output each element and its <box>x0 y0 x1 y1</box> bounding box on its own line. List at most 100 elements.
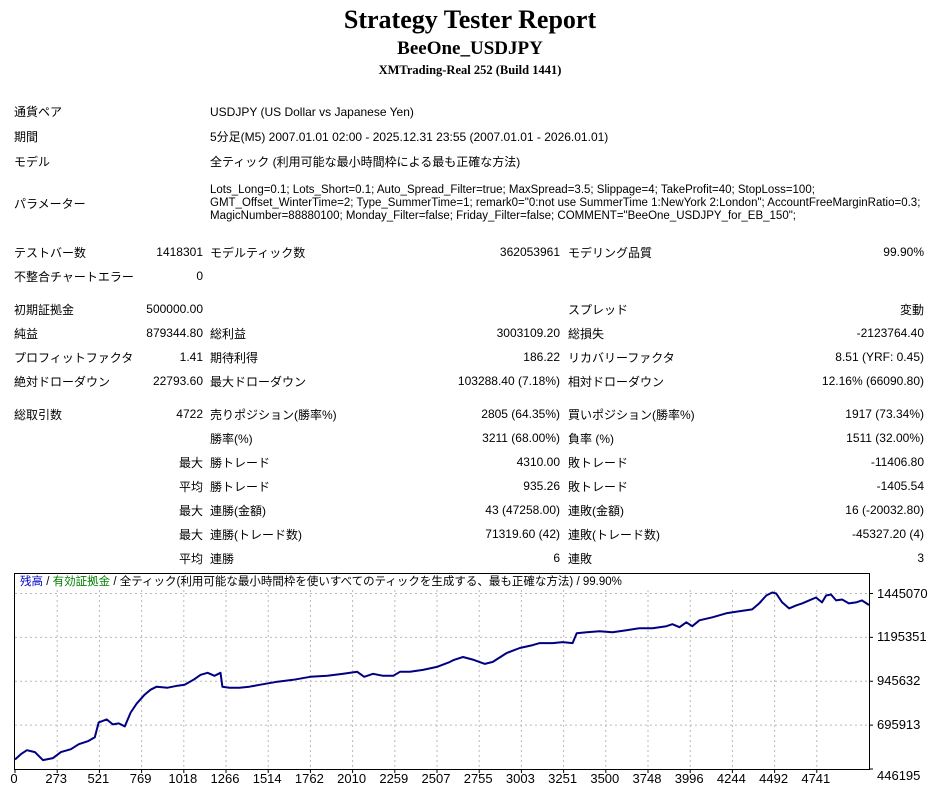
stat-value: 500000.00 <box>146 302 203 316</box>
stat-value: 平均 <box>178 551 203 566</box>
x-tick-label: 1266 <box>210 771 240 786</box>
y-tick-label: 1445070 <box>877 585 928 601</box>
stat-label: 勝率(%) <box>210 431 253 446</box>
stat-value: -45327.20 (4) <box>851 527 924 541</box>
stat-label: 総取引数 <box>14 407 63 422</box>
stat-label: 絶対ドローダウン <box>14 374 111 389</box>
balance-chart-canvas <box>14 590 873 773</box>
x-tick-label: 3003 <box>505 771 535 786</box>
stat-value: -11406.80 <box>870 455 924 469</box>
stat-value: 0 <box>196 269 203 283</box>
stat-label: テストバー数 <box>14 245 87 260</box>
chart-legend: 残高 / 有効証拠金 / 全ティック(利用可能な最小時間枠を使いすべてのティック… <box>17 575 625 590</box>
stat-value: 3 <box>917 551 924 565</box>
stat-label: 連勝 <box>210 551 235 566</box>
stat-row: 純益 879344.80 総利益 3003109.20 総損失 -2123764.40 <box>14 321 940 345</box>
stat-label: 負率 (%) <box>568 431 614 446</box>
stat-group: テストバー数 1418301 モデルティック数 362053961 モデリング品質 99.… <box>14 240 940 288</box>
info-label: 期間 <box>14 130 39 144</box>
report-build-line: XMTrading-Real 252 (Build 1441) <box>378 63 562 77</box>
stat-value: 8.51 (YRF: 0.45) <box>835 350 924 364</box>
info-label: パラメーター <box>14 196 86 211</box>
stat-row: 最大 連勝(トレード数) 71319.60 (42) 連敗(トレード数) -45327.… <box>14 522 940 546</box>
x-axis-labels: 0 273 521 769 1018 1266 1514 1762 2010 2259 2507 27… <box>10 771 894 789</box>
stat-value: -2123764.40 <box>856 326 924 340</box>
info-value: 5分足(M5) 2007.01.01 02:00 - 2025.12.31 23… <box>210 130 609 144</box>
stat-value: 12.16% (66090.80) <box>821 374 924 388</box>
stat-group: 初期証拠金 500000.00 スプレッド 変動 純益 879344.80 総利益 30031… <box>14 297 940 393</box>
stat-value: 6 <box>553 551 560 565</box>
stat-value: 2805 (64.35%) <box>481 407 560 421</box>
y-tick-label: 446195 <box>877 768 921 783</box>
stat-value: 1511 (32.00%) <box>846 431 924 445</box>
stat-row: 平均 勝トレード 935.26 敗トレード -1405.54 <box>14 474 940 498</box>
stat-value: -1405.54 <box>876 479 924 493</box>
x-tick-label: 2507 <box>421 771 451 786</box>
x-tick-label: 2259 <box>379 771 409 786</box>
stat-group: 総取引数 4722 売りポジション(勝率%) 2805 (64.35%) 買いポジション… <box>14 402 940 570</box>
stat-label: モデリング品質 <box>568 245 653 260</box>
x-tick-label: 1018 <box>168 771 198 786</box>
stat-value: 103288.40 (7.18%) <box>457 374 560 388</box>
report-title: Strategy Tester Report <box>343 5 597 34</box>
stat-label: 総損失 <box>568 326 605 341</box>
info-row-period: 期間 5分足(M5) 2007.01.01 02:00 - 2025.12.31… <box>14 124 940 149</box>
stat-row: テストバー数 1418301 モデルティック数 362053961 モデリング品質 99.… <box>14 240 940 264</box>
stat-label: 不整合チャートエラー <box>14 269 134 284</box>
stat-label: 最大ドローダウン <box>210 374 307 389</box>
stat-value: 879344.80 <box>146 326 203 340</box>
legend-equity-label: 有効証拠金 <box>52 576 111 588</box>
stat-row: 初期証拠金 500000.00 スプレッド 変動 <box>14 297 940 321</box>
stat-value: 935.26 <box>523 479 560 493</box>
stat-value: 最大 <box>178 503 203 518</box>
stat-label: プロフィットファクタ <box>14 350 134 365</box>
x-tick-label: 3251 <box>548 771 578 786</box>
x-tick-label: 2755 <box>463 771 493 786</box>
report-header: Strategy Tester Report BeeOne_USDJPY XMT… <box>0 4 940 78</box>
stat-row: 平均 連勝 6 連敗 3 <box>14 546 940 570</box>
stat-value: 1.41 <box>179 350 203 364</box>
stat-value: 1917 (73.34%) <box>845 407 924 421</box>
stat-row: 総取引数 4722 売りポジション(勝率%) 2805 (64.35%) 買いポジション… <box>14 402 940 426</box>
info-label: モデル <box>14 155 51 169</box>
x-tick-label: 4741 <box>801 771 831 786</box>
legend-separator: / <box>113 576 117 588</box>
stat-label: 売りポジション(勝率%) <box>210 407 337 422</box>
stat-row: 勝率(%) 3211 (68.00%) 負率 (%) 1511 (32.00%) <box>14 426 940 450</box>
stat-row: 不整合チャートエラー 0 <box>14 264 940 288</box>
stat-label: 連勝(トレード数) <box>210 527 302 542</box>
info-value: USDJPY (US Dollar vs Japanese Yen) <box>210 104 414 119</box>
balance-curve <box>14 591 870 762</box>
legend-quality-label: 99.90% <box>582 576 622 588</box>
stat-value: 4310.00 <box>516 455 560 469</box>
x-tick-label: 1762 <box>294 771 324 786</box>
x-tick-label: 0 <box>10 771 18 786</box>
legend-balance-label: 残高 <box>20 576 43 588</box>
stat-label: モデルティック数 <box>210 245 306 260</box>
stat-row: 最大 連勝(金額) 43 (47258.00) 連敗(金額) 16 (-20032.80… <box>14 498 940 522</box>
stat-value: 1418301 <box>156 245 203 259</box>
x-tick-label: 3748 <box>632 771 662 786</box>
info-value: 全ティック (利用可能な最小時間枠による最も正確な方法) <box>210 155 521 169</box>
stat-label: 純益 <box>14 326 39 341</box>
stat-value: 16 (-20032.80) <box>845 503 924 517</box>
legend-separator: / <box>46 576 50 588</box>
stat-label: リカバリーファクタ <box>568 350 675 365</box>
stat-value: 99.90% <box>883 245 924 259</box>
x-tick-label: 3996 <box>674 771 704 786</box>
info-row-symbol: 通貨ペア USDJPY (US Dollar vs Japanese Yen) <box>14 99 940 124</box>
stat-label: 総利益 <box>210 326 247 341</box>
stat-row: プロフィットファクタ 1.41 期待利得 186.22 リカバリーファクタ 8.51 (Y… <box>14 345 940 369</box>
stat-value: 71319.60 (42) <box>485 527 560 541</box>
stat-value: 43 (47258.00) <box>485 503 560 517</box>
stat-label: 敗トレード <box>568 479 629 494</box>
y-axis-labels: 1445070 1195351 945632 695913 446195 <box>877 573 939 784</box>
stats-table: テストバー数 1418301 モデルティック数 362053961 モデリング品質 99.… <box>0 240 940 570</box>
stat-row: 最大 勝トレード 4310.00 敗トレード -11406.80 <box>14 450 940 474</box>
info-label: 通貨ペア <box>14 105 63 119</box>
y-tick-label: 1195351 <box>877 629 927 645</box>
stat-label: 買いポジション(勝率%) <box>568 407 695 422</box>
stat-label: 連敗(トレード数) <box>568 527 660 542</box>
stat-label: 勝トレード <box>210 479 271 494</box>
stat-label: 期待利得 <box>210 350 259 365</box>
